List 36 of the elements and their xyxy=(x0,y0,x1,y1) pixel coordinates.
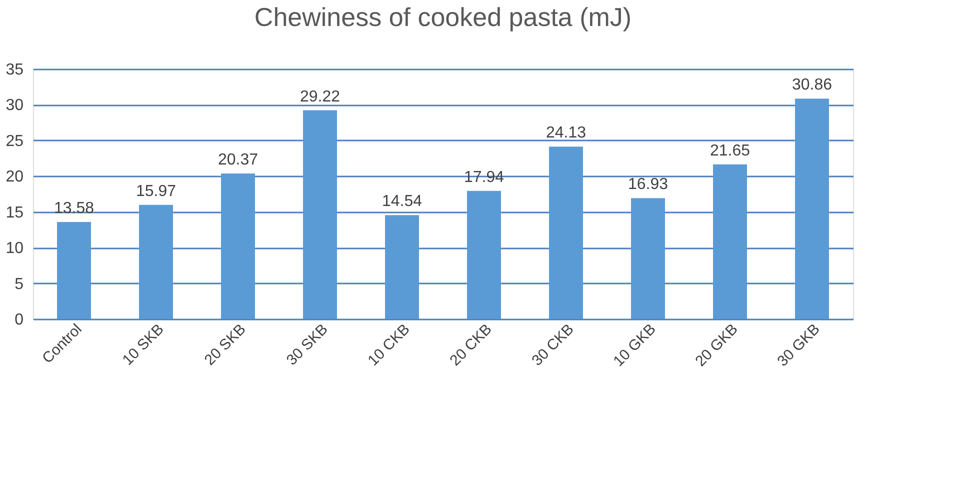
bar xyxy=(549,146,583,319)
x-tick-label: 20 CKB xyxy=(446,320,496,370)
x-tick-label: 30 SKB xyxy=(283,320,332,369)
data-label: 24.13 xyxy=(546,124,586,142)
y-tick-label: 30 xyxy=(6,97,24,114)
data-label: 15.97 xyxy=(136,182,176,200)
bar xyxy=(221,174,255,319)
y-tick-label: 35 xyxy=(6,62,24,78)
bar xyxy=(467,190,501,319)
bar xyxy=(57,222,91,319)
data-label: 14.54 xyxy=(382,193,422,210)
chart-title: Chewiness of cooked pasta (mJ) xyxy=(254,2,632,32)
bar xyxy=(713,164,747,319)
y-tick-label: 25 xyxy=(6,132,24,150)
y-tick-label: 20 xyxy=(6,168,24,186)
bar xyxy=(795,98,829,319)
bar xyxy=(631,198,665,319)
data-label: 29.22 xyxy=(300,88,340,106)
data-label: 30.86 xyxy=(792,76,832,94)
y-tick-label: 10 xyxy=(6,240,24,258)
y-tick-label: 5 xyxy=(14,276,24,293)
data-label: 21.65 xyxy=(710,142,750,160)
x-tick-label: 10 SKB xyxy=(119,320,168,369)
x-tick-label: 20 SKB xyxy=(201,320,250,369)
x-tick-label: 10 GKB xyxy=(610,320,660,370)
x-tick-label: 20 GKB xyxy=(692,320,742,370)
x-tick-label: 30 CKB xyxy=(528,320,578,370)
x-tick-label: 10 CKB xyxy=(364,320,414,370)
y-tick-label: 15 xyxy=(6,204,24,222)
y-tick-label: 0 xyxy=(14,312,24,328)
bar xyxy=(139,204,173,319)
bar xyxy=(385,215,419,319)
bar xyxy=(303,110,337,319)
x-tick-label: 30 GKB xyxy=(774,320,824,370)
data-label: 20.37 xyxy=(218,152,258,168)
data-label: 16.93 xyxy=(628,176,668,194)
